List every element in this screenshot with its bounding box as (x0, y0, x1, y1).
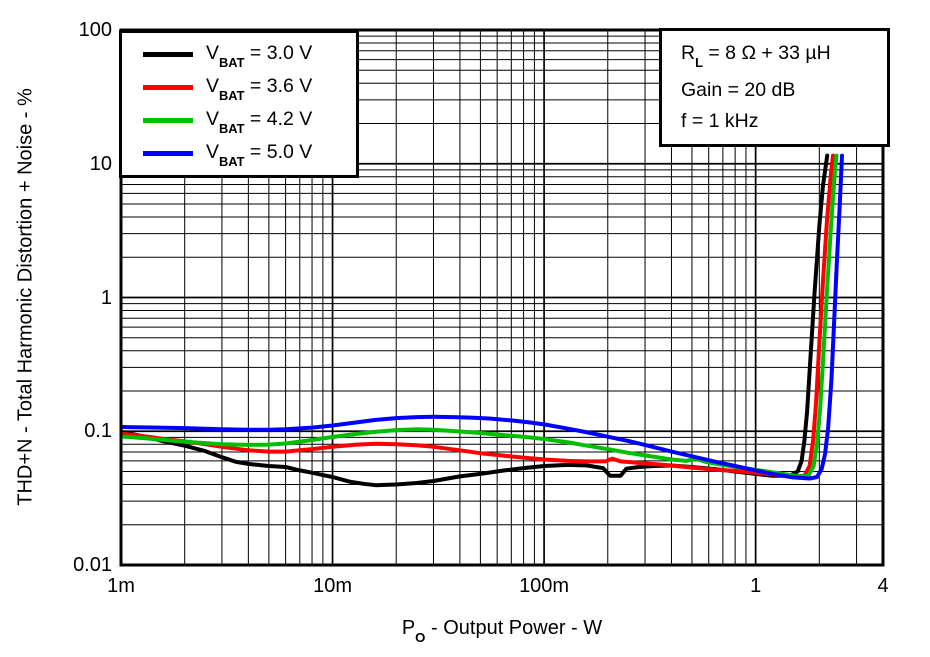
series-line-0 (121, 153, 830, 488)
legend-item-3: VBAT = 5.0 V (143, 141, 356, 169)
y-tick-label: 10 (89, 152, 112, 175)
subscript: BAT (219, 54, 245, 70)
legend-swatch-3 (143, 151, 193, 156)
subscript: BAT (219, 120, 245, 136)
legend-label-0: VBAT = 3.0 V (206, 42, 313, 70)
x-tick-label: 100m (519, 575, 570, 597)
legend-swatch-2 (143, 118, 193, 123)
x-axis-label: PO - Output Power - W (401, 617, 603, 645)
subscript: BAT (219, 153, 245, 169)
x-tick-label: 1m (107, 575, 135, 597)
series-line-3 (121, 153, 844, 481)
series-line-2 (121, 153, 839, 479)
legend-box: VBAT = 3.0 V VBAT = 3.6 V VBAT = 4.2 V VBAT… (119, 30, 359, 178)
legend-item-0: VBAT = 3.0 V (143, 42, 356, 70)
legend-item-1: VBAT = 3.6 V (143, 75, 356, 103)
plot-frame (119, 28, 885, 567)
subscript: L (695, 54, 703, 70)
conditions-box: RL = 8 Ω + 33 µH Gain = 20 dB f = 1 kHz (659, 28, 890, 147)
legend-swatch-1 (143, 85, 193, 90)
y-tick-label: 0.1 (84, 420, 112, 443)
legend-label-2: VBAT = 4.2 V (206, 108, 313, 136)
series-line-1 (121, 153, 835, 479)
y-tick-label: 1 (100, 286, 112, 309)
x-tick-label: 4 (877, 575, 889, 597)
y-tick-label: 100 (78, 19, 112, 41)
condition-line-0: RL = 8 Ω + 33 µH (681, 42, 831, 70)
legend-swatch-0 (143, 52, 193, 57)
x-tick-label: 10m (313, 575, 352, 597)
condition-line-2: f = 1 kHz (681, 109, 759, 132)
subscript: O (415, 629, 426, 645)
x-tick-label: 1 (750, 575, 762, 597)
legend-item-2: VBAT = 4.2 V (143, 108, 356, 136)
y-tick-label: 0.01 (73, 554, 112, 576)
series-curves (121, 153, 844, 488)
condition-line-1: Gain = 20 dB (681, 78, 796, 101)
legend-label-3: VBAT = 5.0 V (206, 141, 313, 169)
legend-label-1: VBAT = 3.6 V (206, 75, 313, 103)
subscript: BAT (219, 87, 245, 103)
